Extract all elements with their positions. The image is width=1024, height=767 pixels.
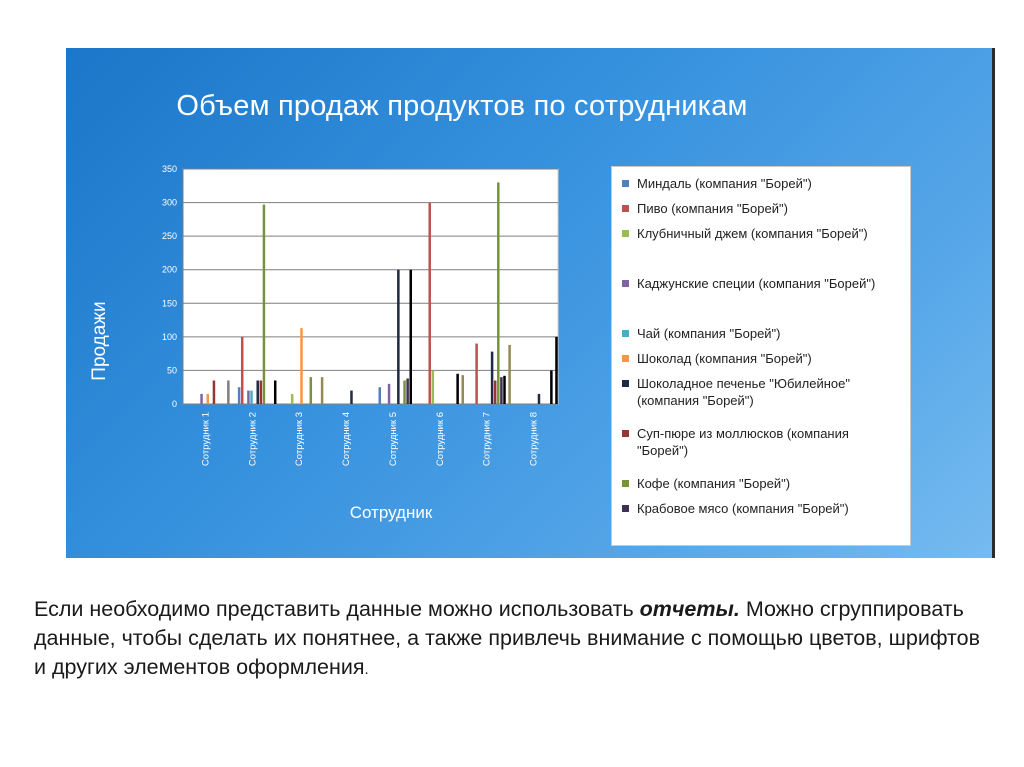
legend-swatch [622,230,629,237]
y-tick-label: 150 [162,298,177,308]
bar [206,393,209,404]
chart-image: Объем продаж продуктов по сотрудникам Пр… [66,48,995,558]
legend-label: Чай (компания "Борей") [637,326,781,341]
legend-label: Каджунские специи (компания "Борей") [637,276,876,291]
legend-entry: Шоколад (компания "Борей") [622,350,900,375]
y-tick-label: 0 [172,399,177,409]
x-tick-label: Сотрудник 8 [529,412,540,466]
bar [409,269,412,404]
bar [397,269,400,404]
y-tick-label: 200 [162,265,177,275]
bar [378,387,381,404]
bar [537,393,541,404]
legend-entry: Миндаль (компания "Борей") [622,175,900,200]
legend-entry: Шоколадное печенье "Юбилейное" (компания… [622,375,900,425]
legend-label: Крабовое мясо (компания "Борей") [637,501,849,516]
bar [493,380,497,404]
bar [256,380,259,404]
legend-entry: Кофе (компания "Борей") [622,475,900,500]
legend-label: Шоколадное печенье "Юбилейное" (компания… [637,376,850,408]
bar [497,182,500,404]
bar [431,370,435,404]
y-tick-label: 250 [162,231,177,241]
legend: Миндаль (компания "Борей") Пиво (компания… [611,166,911,546]
legend-label: Миндаль (компания "Борей") [637,176,812,191]
caption-final-period: . [364,661,369,678]
bar [227,380,230,404]
x-tick-label: Сотрудник 5 [388,412,399,466]
bar [475,343,478,404]
bar [461,375,464,404]
bar [428,202,431,404]
bar [456,373,459,404]
bar [262,204,266,404]
bar [503,375,506,404]
x-tick-label: Сотрудник 7 [482,412,493,466]
legend-swatch [622,355,629,362]
legend-swatch [622,280,629,287]
bar [403,380,406,404]
bar [259,380,263,404]
legend-entry: Чай (компания "Борей") [622,325,900,350]
bar [406,378,409,404]
x-tick-label: Сотрудник 1 [200,412,211,466]
y-tick-label: 300 [162,198,177,208]
legend-swatch [622,205,629,212]
bar [350,390,353,404]
caption-text: Если необходимо представить данные можно… [34,595,984,684]
legend-swatch [622,430,629,437]
caption-bold-word: отчеты. [639,597,740,621]
bar [212,380,216,404]
bar [240,336,244,404]
legend-entry: Каджунские специи (компания "Борей") [622,275,900,325]
x-tick-label: Сотрудник 4 [341,412,352,466]
bar [300,328,303,404]
plot-background [182,168,559,405]
bar [200,393,203,404]
bar [550,370,553,404]
x-tick-label: Сотрудник 2 [247,412,258,466]
legend-swatch [622,480,629,487]
x-axis-label: Сотрудник [349,503,433,522]
y-tick-label: 350 [162,164,177,174]
bar [320,377,324,404]
x-tick-label: Сотрудник 6 [435,412,446,466]
bar [309,377,313,404]
bar [237,387,241,404]
legend-label: Суп-пюре из моллюсков (компания "Борей") [637,426,849,458]
y-tick-label: 100 [162,332,177,342]
chart-title: Объем продаж продуктов по сотрудникам [176,90,748,122]
legend-swatch [622,180,629,187]
legend-label: Клубничный джем (компания "Борей") [637,226,868,241]
bar [290,393,294,404]
legend-entry: Клубничный джем (компания "Борей") [622,225,900,275]
caption-text-before: Если необходимо представить данные можно… [34,597,640,621]
legend-label: Шоколад (компания "Борей") [637,351,812,366]
bar [250,390,253,404]
legend-entry: Пиво (компания "Борей") [622,200,900,225]
x-tick-label: Сотрудник 3 [294,412,305,466]
legend-entry: Крабовое мясо (компания "Борей") [622,500,900,550]
bar [273,380,277,404]
plot-area: 0 50 100 150 200 250 300 350 Сотрудник 1 Сотрудни… [162,164,559,466]
bar [490,351,494,404]
bar [500,377,503,404]
legend-entry: Суп-пюре из моллюсков (компания "Борей") [622,425,900,475]
bar [247,390,250,404]
legend-label: Пиво (компания "Борей") [637,201,788,216]
y-tick-label: 50 [167,365,177,375]
legend-swatch [622,505,629,512]
bar [508,344,511,404]
legend-swatch [622,330,629,337]
caption-text-after: Можно сгруппировать данные, чтобы сделат… [34,597,981,679]
legend-label: Кофе (компания "Борей") [637,476,791,491]
bar [387,383,391,404]
legend-swatch [622,380,629,387]
bar [555,336,558,404]
